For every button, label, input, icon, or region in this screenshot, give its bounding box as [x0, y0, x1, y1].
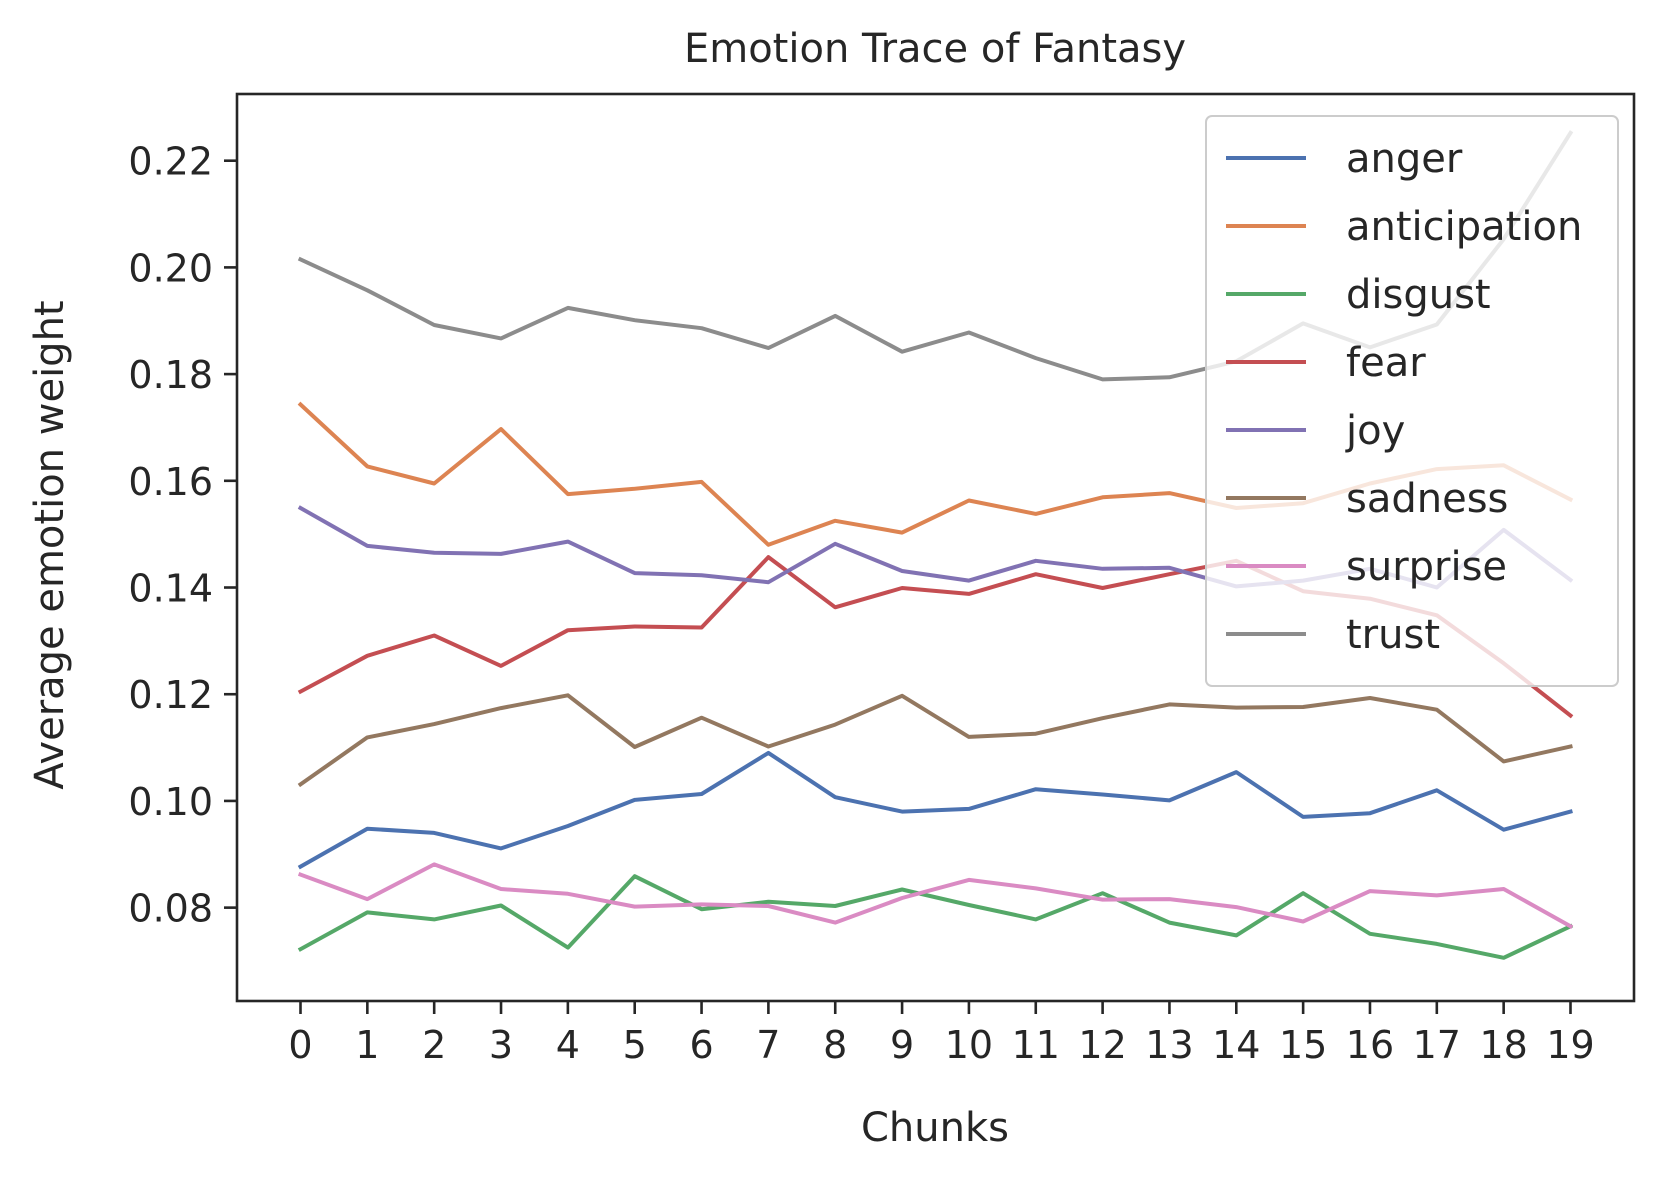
- plot-frame: [235, 92, 1636, 1003]
- series-line-anger: [297, 750, 1573, 870]
- legend: anger anticipation disgust fear joy sadness su…: [1205, 115, 1619, 687]
- legend-label-sadness: sadness: [1346, 476, 1508, 522]
- x-tick-label: 12: [1078, 1023, 1126, 1067]
- x-tick-label: 14: [1212, 1023, 1260, 1067]
- x-axis: 0 1 2 3 4 5 6 7 8 9 10 11 12 13 14 15 16 17 18 19: [288, 1001, 1595, 1067]
- legend-label-surprise: surprise: [1346, 544, 1507, 590]
- x-tick-label: 10: [945, 1023, 993, 1067]
- legend-label-disgust: disgust: [1346, 272, 1491, 318]
- x-tick-label: 15: [1279, 1023, 1327, 1067]
- series-line-disgust: [297, 874, 1574, 960]
- x-tick-label: 16: [1346, 1023, 1394, 1067]
- chart-title: Emotion Trace of Fantasy: [684, 26, 1186, 72]
- x-tick-label: 7: [756, 1023, 780, 1067]
- x-tick-label: 4: [556, 1023, 580, 1067]
- x-tick-label: 9: [890, 1023, 914, 1067]
- x-tick-label: 18: [1479, 1023, 1527, 1067]
- x-tick-label: 2: [422, 1023, 446, 1067]
- x-tick-label: 13: [1145, 1023, 1193, 1067]
- legend-label-anticipation: anticipation: [1346, 204, 1582, 250]
- x-tick-label: 11: [1012, 1023, 1060, 1067]
- x-tick-label: 8: [823, 1023, 847, 1067]
- series-line-sadness: [297, 693, 1573, 788]
- legend-label-anger: anger: [1346, 136, 1463, 182]
- x-tick-label: 3: [489, 1023, 513, 1067]
- x-tick-label: 0: [288, 1023, 312, 1067]
- y-tick-label: 0.08: [128, 887, 213, 931]
- legend-label-fear: fear: [1346, 340, 1426, 386]
- x-tick-label: 6: [689, 1023, 713, 1067]
- x-tick-label: 1: [355, 1023, 379, 1067]
- y-axis: 0.08 0.10 0.12 0.14 0.16 0.18 0.20 0.22: [128, 140, 237, 931]
- x-tick-label: 5: [623, 1023, 647, 1067]
- legend-box: [1205, 115, 1619, 687]
- x-axis-label: Chunks: [861, 1105, 1009, 1151]
- y-tick-label: 0.10: [128, 780, 213, 824]
- x-tick-label: 19: [1546, 1023, 1594, 1067]
- y-tick-label: 0.12: [128, 673, 213, 717]
- series-line-surprise: [297, 862, 1574, 930]
- legend-label-trust: trust: [1346, 612, 1440, 658]
- y-tick-label: 0.18: [128, 353, 213, 397]
- y-tick-label: 0.14: [128, 567, 213, 611]
- x-tick-label: 17: [1413, 1023, 1461, 1067]
- y-tick-label: 0.20: [128, 246, 213, 290]
- y-tick-label: 0.22: [128, 140, 213, 184]
- legend-label-joy: joy: [1345, 408, 1405, 454]
- y-tick-label: 0.16: [128, 460, 213, 504]
- y-axis-label: Average emotion weight: [27, 300, 73, 789]
